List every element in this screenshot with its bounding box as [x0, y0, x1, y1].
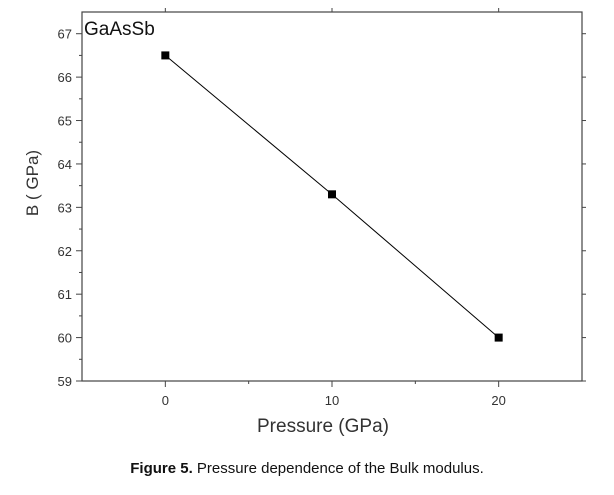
- x-axis-ticks: 0 10 20: [162, 8, 506, 408]
- y-tick-label: 59: [58, 374, 72, 389]
- y-tick-label: 63: [58, 200, 72, 215]
- y-axis-ticks: 59 60 61 62 63 64 65 66 67: [58, 27, 586, 389]
- y-tick-label: 62: [58, 244, 72, 259]
- y-tick-label: 61: [58, 287, 72, 302]
- y-tick-label: 66: [58, 70, 72, 85]
- chart-annotation: GaAsSb: [84, 19, 155, 40]
- data-point-marker: [328, 190, 336, 199]
- x-tick-label: 10: [325, 393, 339, 408]
- caption-label: Figure 5.: [130, 460, 193, 477]
- caption-text: Pressure dependence of the Bulk modulus.: [192, 460, 484, 477]
- data-series: [161, 51, 503, 342]
- y-tick-label: 67: [58, 27, 72, 42]
- figure-caption: Figure 5. Pressure dependence of the Bul…: [0, 460, 614, 477]
- x-tick-label: 20: [491, 393, 505, 408]
- y-tick-label: 64: [58, 157, 72, 172]
- y-tick-label: 65: [58, 114, 72, 129]
- data-point-marker: [161, 51, 170, 60]
- y-axis-label: B ( GPa): [23, 150, 42, 216]
- x-axis-label: Pressure (GPa): [257, 416, 389, 437]
- data-point-marker: [494, 333, 503, 342]
- y-tick-label: 60: [58, 331, 72, 346]
- x-tick-label: 0: [162, 393, 169, 408]
